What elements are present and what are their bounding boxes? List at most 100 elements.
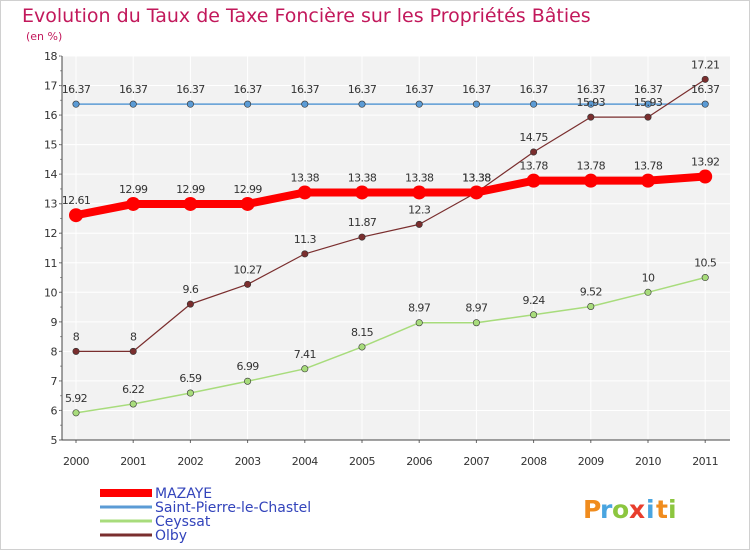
- data-label-olby: 13.38: [462, 171, 491, 184]
- data-label-ceyssat: 10: [642, 271, 655, 284]
- data-point-olby: [301, 250, 309, 258]
- data-label-mazaye: 12.99: [176, 183, 205, 196]
- x-tick-label: 2006: [406, 455, 432, 468]
- y-tick-label: 6: [51, 404, 58, 417]
- x-tick-label: 2001: [120, 455, 146, 468]
- legend-label-saint-pierre: Saint-Pierre-le-Chastel: [155, 500, 311, 516]
- y-tick-label: 18: [44, 50, 57, 63]
- y-tick-label: 7: [51, 375, 58, 388]
- logo-letter: i: [668, 495, 677, 524]
- data-label-ceyssat: 6.59: [179, 372, 202, 385]
- data-label-olby: 10.27: [233, 263, 262, 276]
- data-label-saint-pierre: 16.37: [348, 83, 377, 96]
- data-point-ceyssat: [472, 319, 480, 327]
- y-tick-label: 10: [44, 286, 57, 299]
- data-label-ceyssat: 9.24: [523, 294, 546, 307]
- data-point-mazaye: [69, 208, 83, 223]
- data-point-saint-pierre: [244, 100, 252, 108]
- data-label-olby: 8: [73, 330, 80, 343]
- data-label-saint-pierre: 16.37: [176, 83, 205, 96]
- data-point-mazaye: [297, 185, 312, 200]
- data-point-ceyssat: [530, 311, 538, 319]
- logo-letter: o: [612, 495, 629, 524]
- chart-title: Evolution du Taux de Taxe Foncière sur l…: [22, 5, 591, 27]
- data-point-ceyssat: [701, 274, 709, 282]
- data-point-saint-pierre: [587, 100, 595, 108]
- axis-layer: 5 6 7 8 9 10 11 12 13 14 15 16 17 18 2000 2001 2002 2003 2…: [44, 50, 730, 468]
- x-tick-label: 2008: [521, 455, 547, 468]
- data-point-mazaye: [412, 185, 427, 200]
- data-point-mazaye: [240, 196, 255, 211]
- data-label-ceyssat: 6.22: [122, 383, 144, 396]
- data-point-ceyssat: [415, 319, 423, 327]
- data-label-ceyssat: 9.52: [580, 285, 602, 298]
- data-label-saint-pierre: 16.37: [691, 83, 720, 96]
- data-point-saint-pierre: [701, 100, 709, 108]
- data-label-olby: 11.87: [348, 216, 377, 229]
- data-point-ceyssat: [186, 389, 194, 397]
- data-point-olby: [358, 233, 366, 241]
- x-tick-label: 2007: [463, 455, 489, 468]
- data-point-ceyssat: [301, 365, 309, 373]
- plot-area: [62, 56, 730, 440]
- data-point-ceyssat: [587, 302, 595, 310]
- data-point-olby: [530, 148, 538, 156]
- y-tick-label: 17: [44, 80, 57, 93]
- data-label-saint-pierre: 16.37: [291, 83, 320, 96]
- data-point-saint-pierre: [415, 100, 423, 108]
- x-tick-label: 2003: [235, 455, 261, 468]
- data-label-olby: 15.93: [577, 96, 606, 109]
- y-tick-label: 16: [44, 109, 57, 122]
- data-point-saint-pierre: [530, 100, 538, 108]
- data-label-saint-pierre: 16.37: [519, 83, 548, 96]
- x-tick-label: 2000: [63, 455, 89, 468]
- data-label-saint-pierre: 16.37: [405, 83, 434, 96]
- data-label-saint-pierre: 16.37: [462, 83, 491, 96]
- legend-swatch-ceyssat: [100, 519, 152, 523]
- data-point-ceyssat: [644, 288, 652, 296]
- data-label-mazaye: 12.61: [62, 194, 91, 207]
- x-tick-label: 2005: [349, 455, 375, 468]
- data-point-mazaye: [641, 173, 655, 188]
- data-point-saint-pierre: [644, 100, 652, 108]
- data-label-ceyssat: 10.5: [694, 257, 717, 270]
- data-point-olby: [129, 347, 137, 355]
- data-label-ceyssat: 7.41: [294, 348, 316, 361]
- series-layer: [69, 75, 713, 417]
- y-tick-label: 15: [44, 139, 57, 152]
- data-point-saint-pierre: [186, 100, 194, 108]
- data-point-saint-pierre: [129, 100, 137, 108]
- chart-subtitle: (en %): [26, 30, 62, 43]
- data-point-ceyssat: [129, 400, 137, 408]
- data-label-mazaye: 12.99: [119, 183, 148, 196]
- data-label-olby: 9.6: [183, 283, 199, 296]
- data-label-mazaye: 12.99: [233, 183, 262, 196]
- data-point-mazaye: [583, 173, 598, 188]
- data-label-mazaye: 13.78: [634, 160, 663, 173]
- data-label-mazaye: 13.38: [348, 171, 377, 184]
- data-label-saint-pierre: 16.37: [119, 83, 148, 96]
- data-point-olby: [415, 220, 423, 228]
- y-tick-label: 13: [44, 198, 57, 211]
- data-label-olby: 8: [130, 330, 137, 343]
- data-point-mazaye: [698, 169, 713, 184]
- y-tick-label: 8: [51, 345, 58, 358]
- y-tick-label: 5: [51, 434, 58, 447]
- legend-label-ceyssat: Ceyssat: [155, 514, 211, 530]
- legend-label-mazaye: MAZAYE: [155, 486, 212, 502]
- data-point-olby: [701, 75, 709, 83]
- legend-swatch-mazaye: [100, 489, 152, 497]
- data-label-mazaye: 13.38: [405, 171, 434, 184]
- y-tick-label: 11: [44, 257, 57, 270]
- logo-letter: r: [600, 495, 613, 524]
- y-tick-label: 14: [44, 168, 57, 181]
- data-point-ceyssat: [244, 377, 252, 385]
- data-label-mazaye: 13.78: [519, 160, 548, 173]
- data-point-saint-pierre: [358, 100, 366, 108]
- data-label-mazaye: 13.38: [462, 171, 491, 184]
- data-label-ceyssat: 5.92: [65, 392, 87, 405]
- data-label-saint-pierre: 16.37: [577, 83, 606, 96]
- data-label-ceyssat: 8.97: [465, 302, 488, 315]
